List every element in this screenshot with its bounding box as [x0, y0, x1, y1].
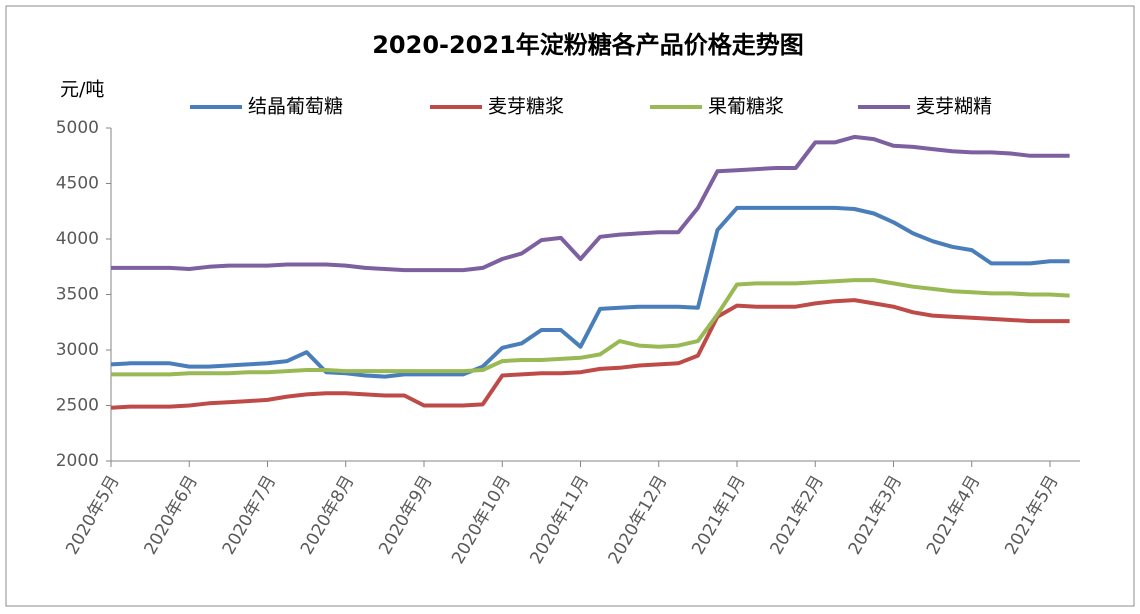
y-tick-label: 4500 — [56, 174, 99, 194]
series-line — [110, 298, 1070, 410]
y-axis-label: 元/吨 — [60, 79, 104, 101]
y-tick-label: 2500 — [56, 396, 99, 416]
legend-label: 麦芽糊精 — [916, 96, 992, 118]
y-tick-label: 2000 — [56, 451, 99, 471]
series-line — [111, 134, 1070, 273]
series-line — [111, 278, 1070, 377]
legend-label: 果葡糖浆 — [708, 96, 784, 118]
series-line — [110, 205, 1070, 379]
legend-label: 麦芽糖浆 — [488, 96, 564, 118]
legend-label: 结晶葡萄糖 — [248, 96, 343, 118]
chart-title: 2020-2021年淀粉糖各产品价格走势图 — [372, 31, 804, 59]
y-tick-label: 3500 — [56, 285, 99, 305]
y-tick-label: 5000 — [56, 118, 99, 138]
y-tick-label: 3000 — [56, 340, 99, 360]
y-tick-label: 4000 — [56, 229, 99, 249]
